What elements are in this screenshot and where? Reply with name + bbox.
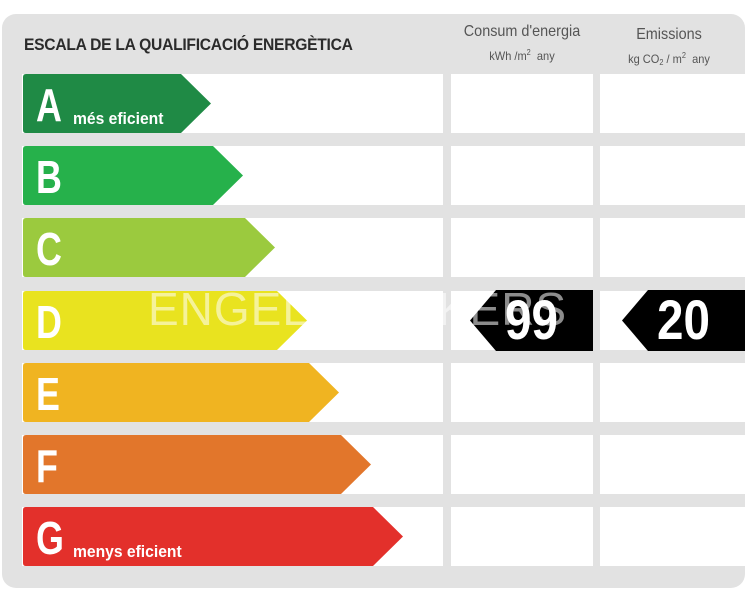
band-letter: F [36, 440, 58, 492]
consumption-cell-a [451, 74, 593, 133]
emissions-cell-b [600, 146, 745, 205]
band-e: E [23, 363, 339, 422]
band-shape-g [23, 507, 403, 566]
emissions-cell-f [600, 435, 745, 494]
consumption-column-header: Consum d'energia kWh /m2 any [452, 22, 592, 65]
band-arrow-b [23, 146, 243, 205]
band-b: B [23, 146, 243, 205]
chart-title: ESCALA DE LA QUALIFICACIÓ ENERGÈTICA [24, 35, 353, 54]
consumption-rating-marker: 99 [470, 290, 593, 351]
band-f: F [23, 435, 371, 494]
consumption-cell-f [451, 435, 593, 494]
band-description: més eficient [73, 109, 164, 128]
emissions-cell-e [600, 363, 745, 422]
consumption-column-unit: kWh /m2 any [489, 48, 555, 63]
band-shape-b [23, 146, 243, 205]
band-shape-d [23, 291, 307, 350]
band-arrow-f [23, 435, 371, 494]
band-shape-e [23, 363, 339, 422]
emissions-cell-g [600, 507, 745, 566]
band-letter: B [36, 151, 62, 203]
emissions-rating-marker-arrow [622, 290, 745, 351]
consumption-rating-marker-arrow [470, 290, 593, 351]
consumption-rating-marker-value: 99 [505, 288, 558, 351]
band-shape-c [23, 218, 275, 277]
emissions-column-header: Emissions kg CO2 / m2 any [600, 25, 738, 72]
emissions-rating-marker-value: 20 [657, 288, 710, 351]
consumption-cell-g [451, 507, 593, 566]
emissions-column-title: Emissions [636, 26, 702, 43]
band-d: D [23, 291, 307, 350]
emissions-cell-c [600, 218, 745, 277]
band-arrow-g [23, 507, 403, 566]
consumption-column-title: Consum d'energia [463, 23, 581, 40]
watermark: ENGELhabitàdiaLKERS [148, 283, 568, 335]
emissions-cell-a [600, 74, 745, 133]
band-arrow-e [23, 363, 339, 422]
band-arrow-d [23, 291, 307, 350]
band-letter: E [36, 368, 60, 420]
band-shape-a [23, 74, 211, 133]
band-letter: G [36, 512, 64, 564]
band-arrow-a [23, 74, 211, 133]
emissions-rating-marker: 20 [622, 290, 745, 351]
band-letter: C [36, 223, 62, 275]
band-letter: A [36, 79, 62, 131]
emissions-column-unit: kg CO2 / m2 any [628, 51, 710, 67]
consumption-cell-c [451, 218, 593, 277]
consumption-cell-e [451, 363, 593, 422]
band-letter: D [36, 296, 62, 348]
band-c: C [23, 218, 275, 277]
band-shape-f [23, 435, 371, 494]
band-arrow-c [23, 218, 275, 277]
band-description: menys eficient [73, 542, 182, 561]
consumption-cell-b [451, 146, 593, 205]
